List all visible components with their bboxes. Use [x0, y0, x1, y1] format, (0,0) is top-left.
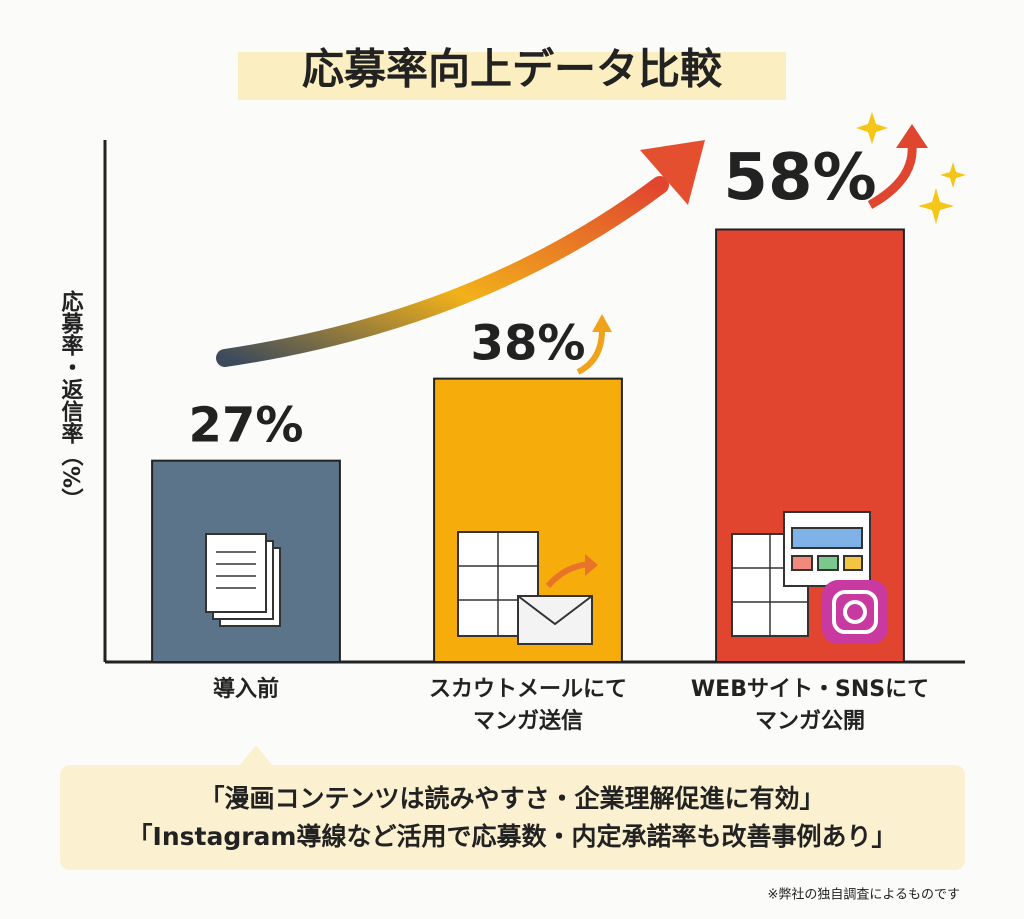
callout-pointer — [240, 745, 272, 765]
y-axis-label: 応募率・返信率（%） — [58, 289, 85, 510]
chart-title: 応募率向上データ比較 — [302, 45, 723, 94]
value-label: 38% — [471, 316, 586, 372]
callout-box — [60, 765, 965, 870]
callout-line: 「Instagram導線など活用で応募数・内定承諾率も改善事例あり」 — [128, 822, 897, 851]
value-label: 58% — [723, 141, 876, 215]
sparkles — [856, 112, 966, 224]
title-highlight — [238, 52, 786, 100]
up-arrows — [576, 124, 928, 375]
x-tick-label: WEBサイト・SNSにてマンガ公開 — [691, 677, 929, 734]
x-tick-label: 導入前 — [213, 676, 279, 702]
footnote: ※弊社の独自調査によるものです — [767, 887, 960, 903]
bar-icons — [205, 511, 888, 645]
x-tick-label: スカウトメールにてマンガ送信 — [429, 677, 627, 734]
value-label: 27% — [189, 398, 304, 454]
callout-line: 「漫画コンテンツは読みやすさ・企業理解促進に有効」 — [199, 784, 824, 813]
trend-arrow — [216, 140, 705, 367]
